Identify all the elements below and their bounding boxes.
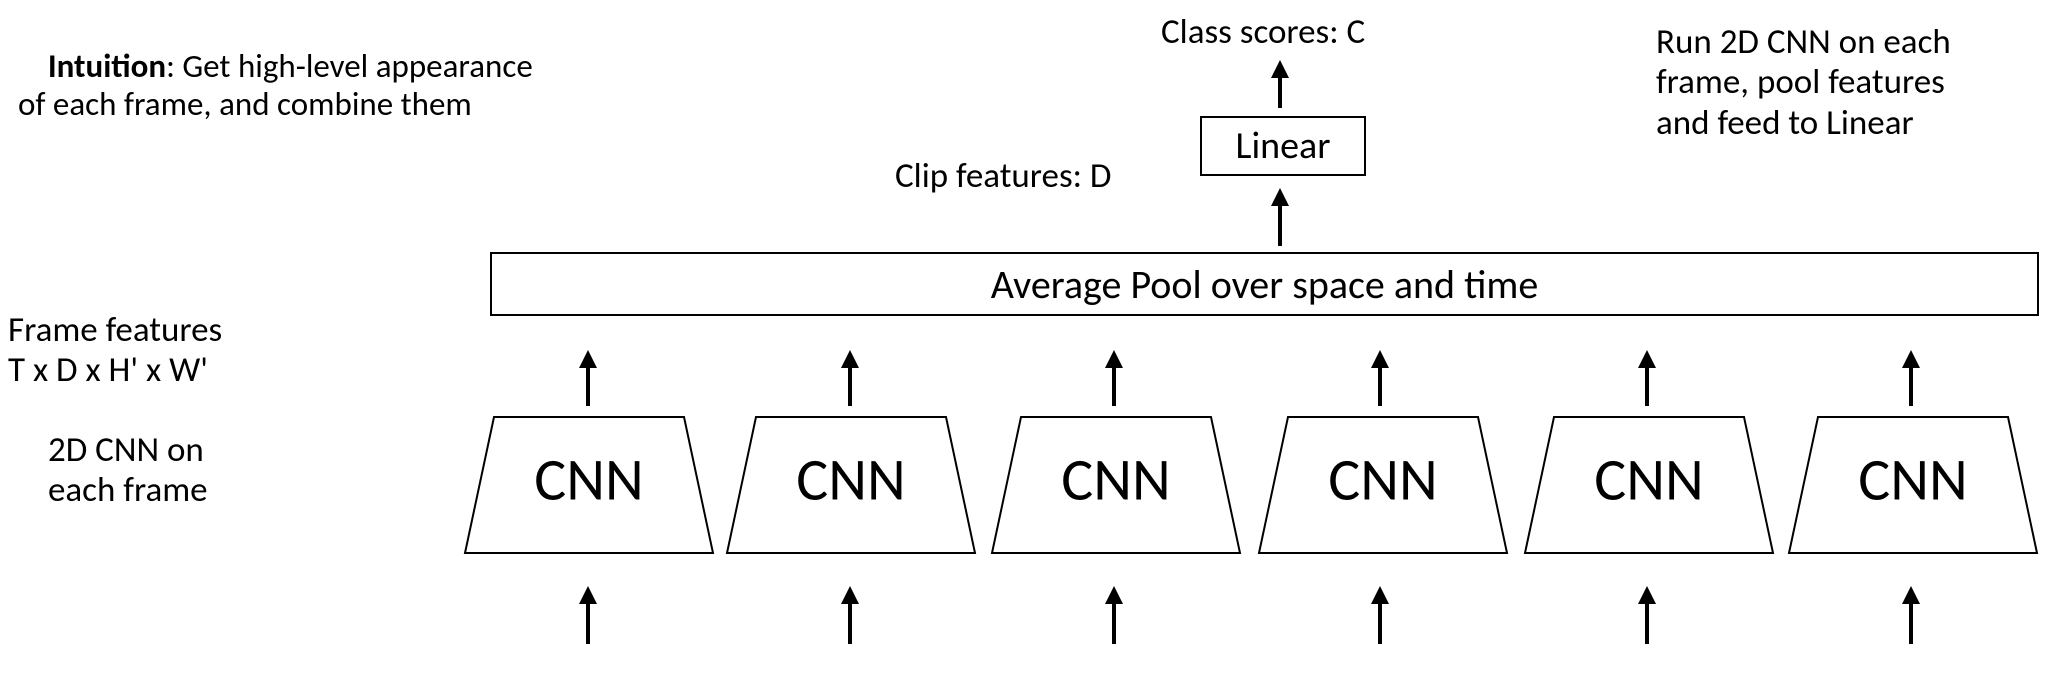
pool-box: Average Pool over space and time	[490, 252, 2039, 316]
arrow-input-to-cnn	[1638, 586, 1656, 644]
arrow-input-to-cnn	[1105, 586, 1123, 644]
arrow-to-linear	[1271, 188, 1289, 246]
arrow-cnn-to-pool	[1371, 350, 1389, 406]
arrow-input-to-cnn	[841, 586, 859, 644]
cnn-block: CNN	[990, 415, 1242, 555]
linear-label: Linear	[1235, 123, 1330, 169]
intuition-bold: Intuition	[48, 46, 166, 86]
svg-text:CNN: CNN	[534, 443, 643, 516]
arrow-cnn-to-pool	[1638, 350, 1656, 406]
class-scores-label: Class scores: C	[1161, 12, 1365, 52]
arrow-cnn-to-pool	[841, 350, 859, 406]
arrow-to-class-scores	[1271, 60, 1289, 108]
right-note: Run 2D CNN on each frame, pool features …	[1656, 22, 1951, 143]
intuition-text: Intuition: Get high-level appearance of …	[18, 10, 533, 162]
frame-features-label: Frame features T x D x H' x W'	[8, 310, 222, 391]
linear-box: Linear	[1200, 116, 1366, 176]
cnn-block: CNN	[1257, 415, 1509, 555]
svg-text:CNN: CNN	[1328, 443, 1437, 516]
diagram-stage: Intuition: Get high-level appearance of …	[0, 0, 2066, 675]
arrow-input-to-cnn	[579, 586, 597, 644]
cnn-block: CNN	[463, 415, 715, 555]
arrow-input-to-cnn	[1371, 586, 1389, 644]
cnn-block: CNN	[1787, 415, 2039, 555]
svg-text:CNN: CNN	[1594, 443, 1703, 516]
cnn-block: CNN	[725, 415, 977, 555]
arrow-cnn-to-pool	[1902, 350, 1920, 406]
svg-text:CNN: CNN	[1061, 443, 1170, 516]
cnn-block: CNN	[1523, 415, 1775, 555]
svg-text:CNN: CNN	[796, 443, 905, 516]
cnn-row-label: 2D CNN on each frame	[48, 430, 208, 511]
arrow-cnn-to-pool	[579, 350, 597, 406]
arrow-cnn-to-pool	[1105, 350, 1123, 406]
arrow-input-to-cnn	[1902, 586, 1920, 644]
svg-text:CNN: CNN	[1858, 443, 1967, 516]
clip-features-label: Clip features: D	[895, 156, 1111, 196]
pool-label: Average Pool over space and time	[991, 260, 1539, 309]
